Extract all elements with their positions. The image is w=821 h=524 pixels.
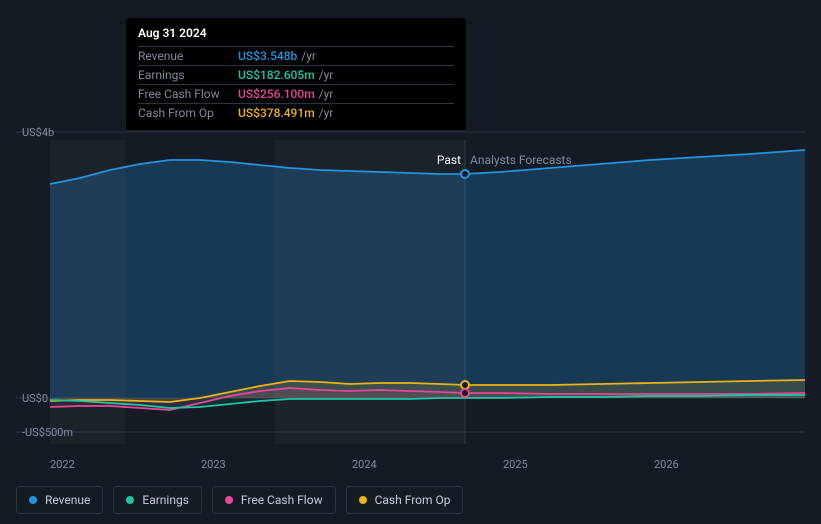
legend-label: Free Cash Flow xyxy=(241,493,323,507)
legend-label: Earnings xyxy=(142,493,189,507)
legend-label: Cash From Op xyxy=(375,493,451,507)
y-axis-label: US$0 xyxy=(22,392,48,405)
x-axis-label: 2023 xyxy=(201,458,226,471)
tooltip-row-unit: /yr xyxy=(319,87,334,101)
chart-area: US$4b US$0 -US$500m 2022 2023 2024 2025 2026 P… xyxy=(0,120,821,480)
tooltip-row-value: US$3.548b xyxy=(238,49,297,63)
legend-item-revenue[interactable]: Revenue xyxy=(16,486,103,514)
tooltip-row-unit: /yr xyxy=(319,68,334,82)
legend-dot-icon xyxy=(225,496,233,504)
chart-tooltip: Aug 31 2024 RevenueUS$3.548b/yrEarningsU… xyxy=(126,18,466,130)
tooltip-row-unit: /yr xyxy=(319,106,334,120)
tooltip-row-label: Revenue xyxy=(138,49,238,63)
x-axis-label: 2022 xyxy=(50,458,75,471)
y-axis-label: US$4b xyxy=(22,126,54,139)
tooltip-row: RevenueUS$3.548b/yr xyxy=(138,46,454,65)
tooltip-row-value: US$182.605m xyxy=(238,68,315,82)
x-axis-label: 2024 xyxy=(352,458,377,471)
legend-label: Revenue xyxy=(45,493,90,507)
legend-item-free-cash-flow[interactable]: Free Cash Flow xyxy=(212,486,336,514)
y-axis-label: -US$500m xyxy=(22,426,73,439)
tooltip-row-value: US$378.491m xyxy=(238,106,315,120)
legend-item-earnings[interactable]: Earnings xyxy=(113,486,202,514)
legend: Revenue Earnings Free Cash Flow Cash From O… xyxy=(16,486,463,514)
legend-dot-icon xyxy=(126,496,134,504)
tooltip-row: Free Cash FlowUS$256.100m/yr xyxy=(138,84,454,103)
tooltip-date: Aug 31 2024 xyxy=(138,26,454,40)
tooltip-row: EarningsUS$182.605m/yr xyxy=(138,65,454,84)
tooltip-row-label: Cash From Op xyxy=(138,106,238,120)
legend-dot-icon xyxy=(29,496,37,504)
tooltip-row-label: Free Cash Flow xyxy=(138,87,238,101)
chart-svg xyxy=(0,120,821,480)
tooltip-row-unit: /yr xyxy=(301,49,316,63)
region-label-forecast: Analysts Forecasts xyxy=(470,153,572,167)
tooltip-row-label: Earnings xyxy=(138,68,238,82)
legend-item-cash-from-op[interactable]: Cash From Op xyxy=(346,486,464,514)
legend-dot-icon xyxy=(359,496,367,504)
x-axis-label: 2025 xyxy=(503,458,528,471)
region-label-past: Past xyxy=(437,153,461,167)
x-axis-label: 2026 xyxy=(654,458,679,471)
tooltip-row-value: US$256.100m xyxy=(238,87,315,101)
